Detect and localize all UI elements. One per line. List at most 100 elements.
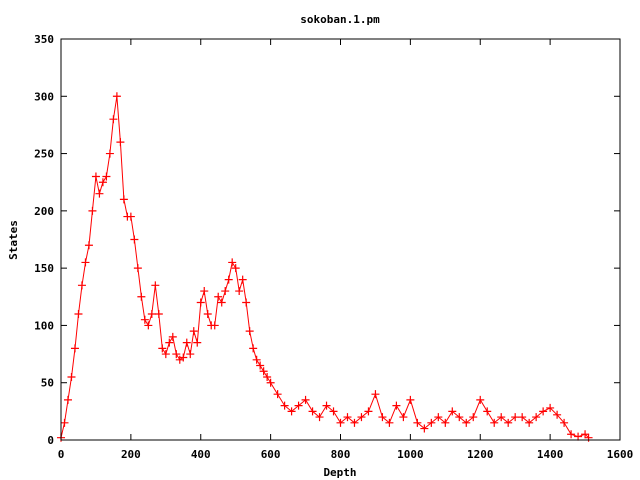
data-point — [238, 275, 247, 284]
data-point — [67, 372, 76, 381]
data-point — [504, 418, 513, 427]
data-point — [196, 298, 205, 307]
data-point — [476, 395, 485, 404]
data-point — [179, 353, 188, 362]
data-point — [231, 264, 240, 273]
data-point — [434, 413, 443, 422]
y-tick-label: 350 — [34, 33, 54, 46]
x-axis-ticks: 0 200 400 600 800 1000 1200 1400 1600 — [58, 39, 634, 461]
data-point — [252, 355, 261, 364]
y-tick-label: 150 — [34, 262, 54, 275]
data-point — [350, 418, 359, 427]
data-point — [441, 418, 450, 427]
data-point — [88, 206, 97, 215]
y-tick-label: 300 — [34, 90, 54, 103]
data-point — [263, 372, 272, 381]
data-point — [189, 327, 198, 336]
series-layer — [57, 92, 593, 442]
data-point — [144, 321, 153, 330]
data-point — [133, 264, 142, 273]
data-point — [546, 403, 555, 412]
data-point — [560, 418, 569, 427]
data-point — [105, 149, 114, 158]
data-point — [301, 395, 310, 404]
x-tick-label: 800 — [331, 448, 351, 461]
data-point — [235, 287, 244, 296]
data-point — [287, 407, 296, 416]
x-tick-label: 1200 — [467, 448, 494, 461]
data-point — [224, 275, 233, 284]
data-point — [102, 172, 111, 181]
data-point — [210, 321, 219, 330]
data-point — [95, 189, 104, 198]
plot-border — [60, 38, 621, 441]
data-point — [70, 344, 79, 353]
data-point — [406, 395, 415, 404]
data-point — [413, 418, 422, 427]
data-point — [165, 338, 174, 347]
data-point — [245, 327, 254, 336]
data-point — [336, 418, 345, 427]
data-point — [154, 309, 163, 318]
data-point — [84, 241, 93, 250]
data-point — [126, 212, 135, 221]
data-point — [158, 344, 167, 353]
chart-title: sokoban.1.pm — [300, 13, 380, 26]
y-tick-label: 50 — [41, 377, 54, 390]
y-tick-label: 0 — [47, 434, 54, 447]
data-point — [116, 138, 125, 147]
x-tick-label: 1400 — [537, 448, 564, 461]
data-point — [182, 338, 191, 347]
data-point — [553, 410, 562, 419]
x-tick-label: 600 — [261, 448, 281, 461]
data-point — [112, 92, 121, 101]
data-point — [259, 367, 268, 376]
data-point — [77, 281, 86, 290]
data-point — [151, 281, 160, 290]
data-point — [315, 413, 324, 422]
data-point — [497, 413, 506, 422]
data-point — [273, 390, 282, 399]
x-tick-label: 200 — [121, 448, 141, 461]
data-point — [308, 407, 317, 416]
data-point — [98, 178, 107, 187]
x-tick-label: 0 — [58, 448, 65, 461]
data-point — [525, 418, 534, 427]
data-point — [60, 418, 69, 427]
data-point — [81, 258, 90, 267]
data-point — [371, 390, 380, 399]
data-point — [214, 292, 223, 301]
data-point — [357, 413, 366, 422]
data-point — [469, 413, 478, 422]
data-point — [364, 407, 373, 416]
data-point — [539, 407, 548, 416]
data-point — [427, 418, 436, 427]
y-tick-label: 100 — [34, 319, 54, 332]
data-point — [147, 309, 156, 318]
data-point — [203, 309, 212, 318]
data-point — [518, 413, 527, 422]
y-axis-label: States — [7, 220, 20, 260]
data-point — [392, 401, 401, 410]
data-point — [168, 332, 177, 341]
data-point — [322, 401, 331, 410]
series-line — [60, 96, 589, 439]
x-tick-label: 1000 — [397, 448, 424, 461]
data-point — [91, 172, 100, 181]
data-point — [193, 338, 202, 347]
data-point — [200, 287, 209, 296]
x-tick-label: 400 — [191, 448, 211, 461]
x-axis-label: Depth — [323, 466, 356, 479]
data-point — [483, 407, 492, 416]
data-point — [256, 361, 265, 370]
data-point — [420, 424, 429, 433]
data-point — [378, 413, 387, 422]
data-point — [109, 115, 118, 124]
x-tick-label: 1600 — [607, 448, 634, 461]
data-point — [343, 413, 352, 422]
y-axis-ticks: 0 50 100 150 200 250 300 350 — [34, 33, 620, 447]
data-point — [249, 344, 258, 353]
data-point — [462, 418, 471, 427]
data-point — [581, 430, 590, 439]
